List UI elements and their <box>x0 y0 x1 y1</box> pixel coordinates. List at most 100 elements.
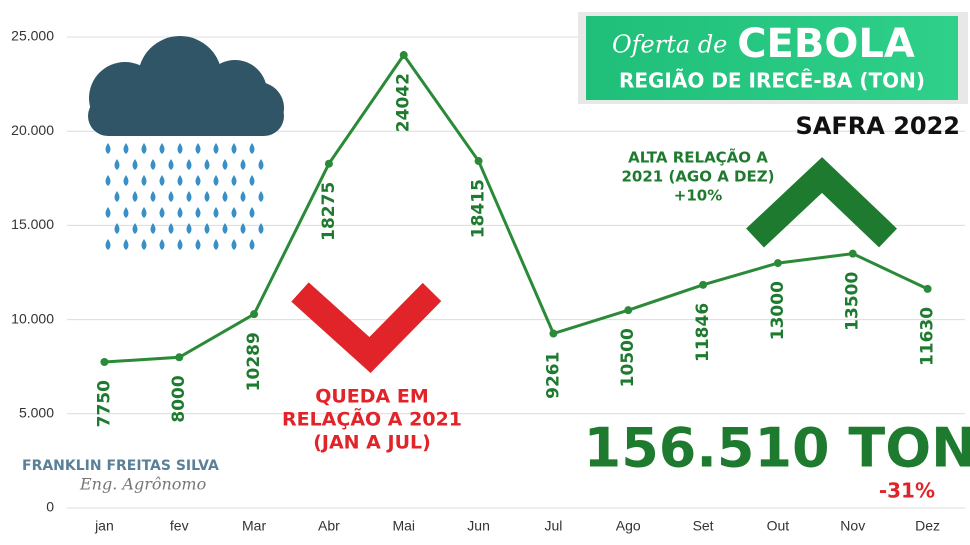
rain-drop <box>241 223 246 234</box>
x-tick-label: Nov <box>840 518 865 534</box>
rain-drop <box>142 239 147 250</box>
y-tick-label: 10.000 <box>11 310 54 326</box>
rain-drop <box>214 239 219 250</box>
author-name: FRANKLIN FREITAS SILVA <box>22 458 219 474</box>
x-tick-label: Jul <box>544 518 562 534</box>
fall-note: (JAN A JUL) <box>313 432 431 454</box>
rain-drop <box>223 191 228 202</box>
rain-drop <box>178 175 183 186</box>
rain-drop <box>124 143 129 154</box>
value-label: 18415 <box>469 179 489 238</box>
rain-cloud-icon <box>88 36 284 250</box>
value-label: 9261 <box>543 352 563 399</box>
point <box>549 330 557 338</box>
rain-drop <box>160 239 165 250</box>
rain-drop <box>160 175 165 186</box>
rain-drop <box>196 175 201 186</box>
rain-drop <box>196 239 201 250</box>
up-chevron <box>755 175 888 238</box>
rain-drop <box>214 207 219 218</box>
fall-note: QUEDA EM <box>315 386 429 408</box>
value-label: 8000 <box>169 375 189 422</box>
rain-drop <box>196 143 201 154</box>
point <box>475 157 483 165</box>
rain-drop <box>151 191 156 202</box>
rain-drop <box>106 239 111 250</box>
chart-title: CEBOLA <box>737 21 915 67</box>
point <box>924 285 932 293</box>
rain-drop <box>142 175 147 186</box>
total: 156.510 TON <box>584 417 970 480</box>
point <box>849 250 857 258</box>
rise-note: 2021 (AGO A DEZ) <box>622 168 775 186</box>
rain-drop <box>106 143 111 154</box>
rain-drop <box>178 143 183 154</box>
value-label: 13500 <box>843 272 863 331</box>
season: SAFRA 2022 <box>796 112 960 140</box>
y-tick-label: 15.000 <box>11 216 54 232</box>
fall-note: RELAÇÃO A 2021 <box>282 407 462 431</box>
rain-drop <box>124 207 129 218</box>
rain-drop <box>115 191 120 202</box>
title-box: Oferta de CEBOLA REGIÃO DE IRECÊ-BA (TON… <box>578 12 968 104</box>
rain-drop <box>133 223 138 234</box>
rain-drop <box>232 143 237 154</box>
rain-drop <box>259 223 264 234</box>
rain-drop <box>133 159 138 170</box>
rain-drop <box>187 159 192 170</box>
rain-drop <box>160 143 165 154</box>
rain-drop <box>205 159 210 170</box>
rain-drop <box>214 175 219 186</box>
rain-drop <box>250 175 255 186</box>
point <box>175 353 183 361</box>
x-tick-label: Abr <box>318 518 340 534</box>
rain-drop <box>241 191 246 202</box>
y-tick-label: 0 <box>46 499 54 515</box>
rain-drop <box>169 223 174 234</box>
point <box>100 358 108 366</box>
rain-drop <box>169 191 174 202</box>
rain-drop <box>160 207 165 218</box>
value-label: 11630 <box>918 307 938 366</box>
rain-drop <box>223 223 228 234</box>
rain-drop <box>142 143 147 154</box>
point <box>400 51 408 59</box>
rain-drop <box>223 159 228 170</box>
rain-drop <box>115 223 120 234</box>
rain-drop <box>232 239 237 250</box>
y-tick-label: 25.000 <box>11 28 54 44</box>
rain-drop <box>259 191 264 202</box>
value-label: 13000 <box>768 281 788 340</box>
rain-drop <box>151 159 156 170</box>
rise-note: ALTA RELAÇÃO A <box>628 148 768 167</box>
x-tick-label: Ago <box>616 518 641 534</box>
rain-drop <box>187 223 192 234</box>
rain-drop <box>124 239 129 250</box>
y-tick-label: 5.000 <box>19 405 54 421</box>
point <box>325 160 333 168</box>
rain-drop <box>133 191 138 202</box>
rain-drop <box>196 207 201 218</box>
rain-drop <box>250 143 255 154</box>
rain-drop <box>232 207 237 218</box>
rain-drop <box>151 223 156 234</box>
x-tick-label: jan <box>94 518 114 534</box>
value-label: 10289 <box>244 332 264 391</box>
rain-drop <box>115 159 120 170</box>
author-role: Eng. Agrônomo <box>79 475 206 494</box>
rain-drop <box>178 239 183 250</box>
value-label: 10500 <box>618 328 638 387</box>
title-prefix: Oferta de <box>612 31 727 59</box>
point <box>699 281 707 289</box>
point <box>624 306 632 314</box>
chart: Oferta de CEBOLA REGIÃO DE IRECÊ-BA (TON… <box>0 0 970 545</box>
rise-note: +10% <box>674 187 722 205</box>
rain-drop <box>250 239 255 250</box>
rain-drop <box>241 159 246 170</box>
x-tick-label: Mar <box>242 518 266 534</box>
point <box>250 310 258 318</box>
rain-drop <box>214 143 219 154</box>
value-label: 11846 <box>693 303 713 362</box>
rain-drop <box>205 223 210 234</box>
change: -31% <box>879 479 935 503</box>
